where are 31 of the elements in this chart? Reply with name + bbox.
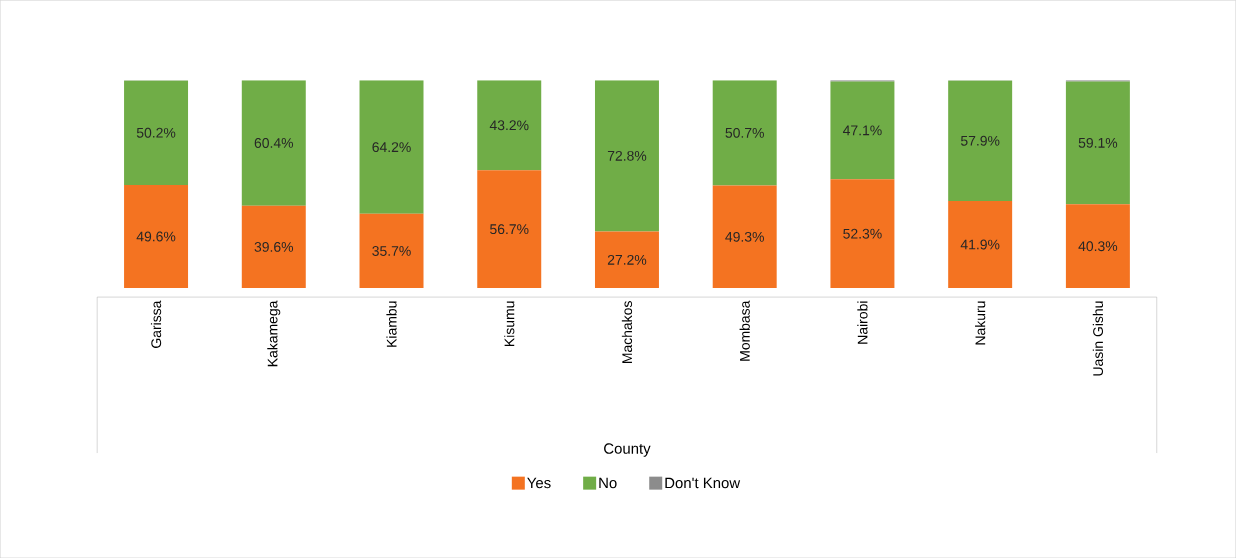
data-label: 49.6% xyxy=(136,231,176,242)
data-label: 49.3% xyxy=(725,231,764,242)
data-label: 64.2% xyxy=(372,142,411,152)
x-tick-label: Kiambu xyxy=(386,301,397,347)
x-tick-label: Machakos xyxy=(621,301,633,363)
data-label: 43.2% xyxy=(489,120,529,131)
data-label: 47.1% xyxy=(842,125,882,136)
data-label: 57.9% xyxy=(960,135,1000,146)
x-tick-label: Nakuru xyxy=(975,301,986,345)
x-tick-label: Mombasa xyxy=(739,300,750,361)
data-label: 41.9% xyxy=(960,239,1000,250)
data-label: 59.1% xyxy=(1078,137,1118,148)
data-label: 72.8% xyxy=(607,150,647,161)
x-tick-label: Kakamega xyxy=(267,300,281,367)
data-label: 35.7% xyxy=(372,245,411,256)
x-tick-label: Nairobi xyxy=(857,301,868,344)
data-label: 39.6% xyxy=(254,241,294,252)
data-label: 56.7% xyxy=(490,224,529,234)
data-label: 50.2% xyxy=(136,127,176,138)
legend-label: Don't Know xyxy=(665,477,741,489)
legend-label: No xyxy=(599,477,617,489)
x-tick-label: Kisumu xyxy=(504,301,515,346)
data-label: 27.2% xyxy=(607,254,647,265)
x-tick-label: Garissa xyxy=(150,300,162,348)
x-axis-title: County xyxy=(604,443,651,457)
legend-label: Yes xyxy=(527,477,551,489)
data-label: 60.4% xyxy=(254,137,294,148)
x-tick-label: Uasin Gishu xyxy=(1092,301,1104,376)
data-label: 50.7% xyxy=(725,127,764,138)
data-label: 52.3% xyxy=(843,228,882,239)
data-label: 40.3% xyxy=(1078,241,1118,252)
